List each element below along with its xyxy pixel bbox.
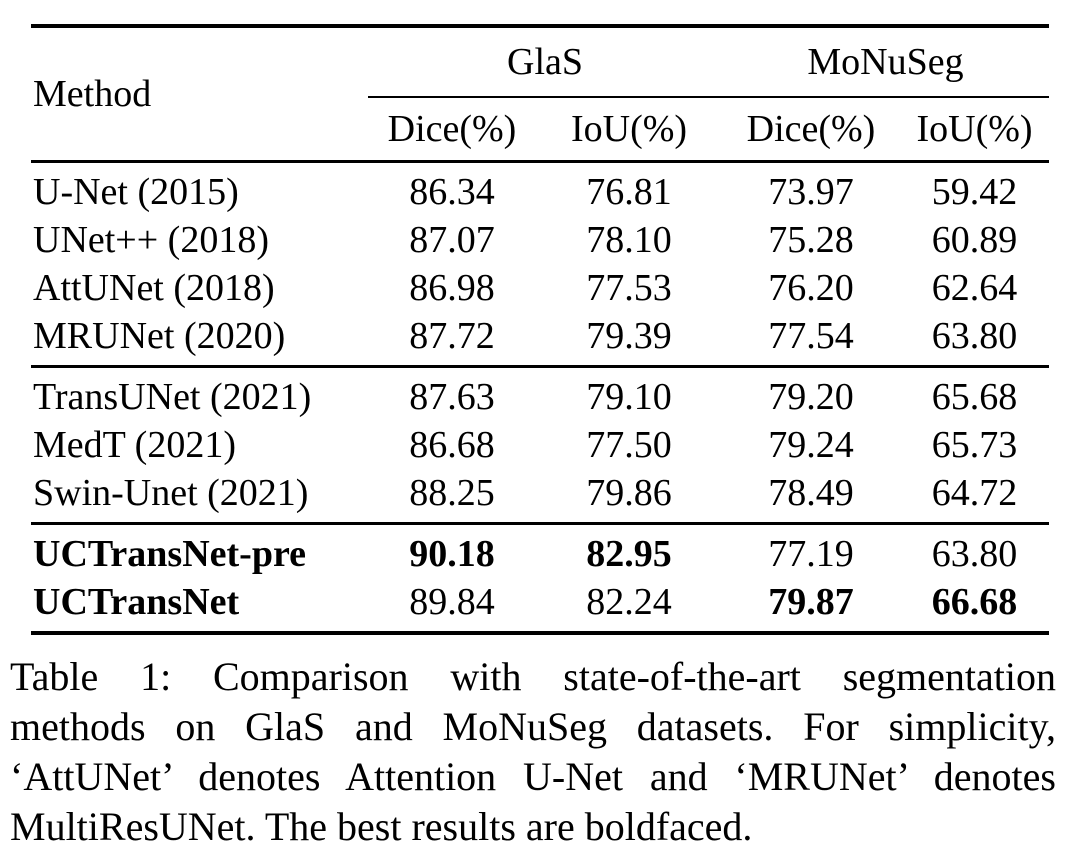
value-cell: 79.20: [722, 365, 900, 421]
value-cell: 62.64: [931, 267, 1018, 309]
method-cell: MRUNet (2020): [33, 315, 286, 357]
metric-header-glas-dice: Dice(%): [368, 97, 536, 163]
table-row: AttUNet (2018) 86.98 77.53 76.20 62.64: [31, 264, 1049, 312]
caption-line: Table 1: Comparison with state-of-the-ar…: [10, 654, 1056, 699]
value-cell: 77.54: [768, 315, 854, 357]
method-cell: UNet++ (2018): [33, 219, 269, 261]
value-cell: 86.34: [368, 160, 536, 216]
table-row: UNet++ (2018) 87.07 78.10 75.28 60.89: [31, 216, 1049, 264]
header-row-datasets: Method GlaS MoNuSeg: [31, 26, 1050, 163]
value-cell: 87.07: [409, 219, 495, 261]
table-row: TransUNet (2021) 87.63 79.10 79.20 65.68: [31, 365, 1050, 421]
method-cell: MedT (2021): [33, 424, 236, 466]
value-cell: 64.72: [931, 472, 1018, 514]
value-cell: 76.81: [536, 160, 722, 216]
value-cell: 90.18: [368, 522, 536, 578]
method-cell: Swin-Unet (2021): [33, 472, 309, 514]
header-row-metrics: Dice(%) IoU(%) Dice(%) IoU(%): [31, 97, 1050, 163]
dataset-header-glas: GlaS: [368, 26, 722, 98]
value-cell: 78.49: [768, 472, 854, 514]
metric-header-monuseg-iou: IoU(%): [900, 97, 1050, 163]
value-cell: 86.98: [409, 267, 495, 309]
table-caption: Table 1: Comparison with state-of-the-ar…: [10, 652, 1056, 852]
metric-header-glas-iou: IoU(%): [536, 97, 722, 163]
value-cell: 77.53: [586, 267, 672, 309]
results-table-figure: Method GlaS MoNuSeg Dice(%) IoU(%) Dice(…: [31, 24, 1050, 635]
value-cell: 86.68: [409, 424, 495, 466]
value-cell: 82.24: [586, 581, 672, 623]
value-cell: 63.80: [931, 315, 1018, 357]
method-cell: U-Net (2015): [31, 160, 368, 216]
caption-line: MultiResUNet. The best results are boldf…: [10, 804, 753, 849]
caption-line: methods on GlaS and MoNuSeg datasets. Fo…: [10, 704, 1056, 749]
method-column-header: Method: [31, 26, 368, 163]
metric-header-monuseg-dice: Dice(%): [722, 97, 900, 163]
caption-line: ‘AttUNet’ denotes Attention U-Net and ‘M…: [10, 754, 1056, 799]
value-cell: 75.28: [768, 219, 854, 261]
value-cell: 77.19: [722, 522, 900, 578]
value-cell: 65.73: [931, 424, 1018, 466]
table-row: UCTransNet-pre 90.18 82.95 77.19 63.80: [31, 522, 1050, 578]
value-cell: 60.89: [931, 219, 1018, 261]
value-cell: 79.87: [768, 581, 854, 623]
value-cell: 79.39: [586, 315, 672, 357]
value-cell: 77.50: [586, 424, 672, 466]
value-cell: 89.84: [409, 581, 495, 623]
value-cell: 82.95: [536, 522, 722, 578]
value-cell: 87.72: [409, 315, 495, 357]
table-row: U-Net (2015) 86.34 76.81 73.97 59.42: [31, 160, 1050, 216]
value-cell: 63.80: [900, 522, 1050, 578]
value-cell: 66.68: [931, 581, 1018, 623]
dataset-header-monuseg: MoNuSeg: [722, 26, 1050, 98]
method-cell: TransUNet (2021): [31, 365, 368, 421]
value-cell: 79.24: [768, 424, 854, 466]
value-cell: 73.97: [722, 160, 900, 216]
value-cell: 87.63: [368, 365, 536, 421]
method-cell: UCTransNet-pre: [31, 522, 368, 578]
table-row: MRUNet (2020) 87.72 79.39 77.54 63.80: [31, 312, 1049, 367]
method-cell: AttUNet (2018): [33, 267, 275, 309]
value-cell: 78.10: [586, 219, 672, 261]
value-cell: 79.86: [586, 472, 672, 514]
value-cell: 79.10: [536, 365, 722, 421]
value-cell: 65.68: [900, 365, 1050, 421]
table-row: UCTransNet 89.84 82.24 79.87 66.68: [31, 578, 1049, 633]
table-row: Swin-Unet (2021) 88.25 79.86 78.49 64.72: [31, 469, 1049, 524]
value-cell: 88.25: [409, 472, 495, 514]
table-row: MedT (2021) 86.68 77.50 79.24 65.73: [31, 421, 1049, 469]
method-cell: UCTransNet: [33, 581, 240, 623]
results-table: Method GlaS MoNuSeg Dice(%) IoU(%) Dice(…: [31, 24, 1050, 635]
value-cell: 76.20: [768, 267, 854, 309]
value-cell: 59.42: [900, 160, 1050, 216]
